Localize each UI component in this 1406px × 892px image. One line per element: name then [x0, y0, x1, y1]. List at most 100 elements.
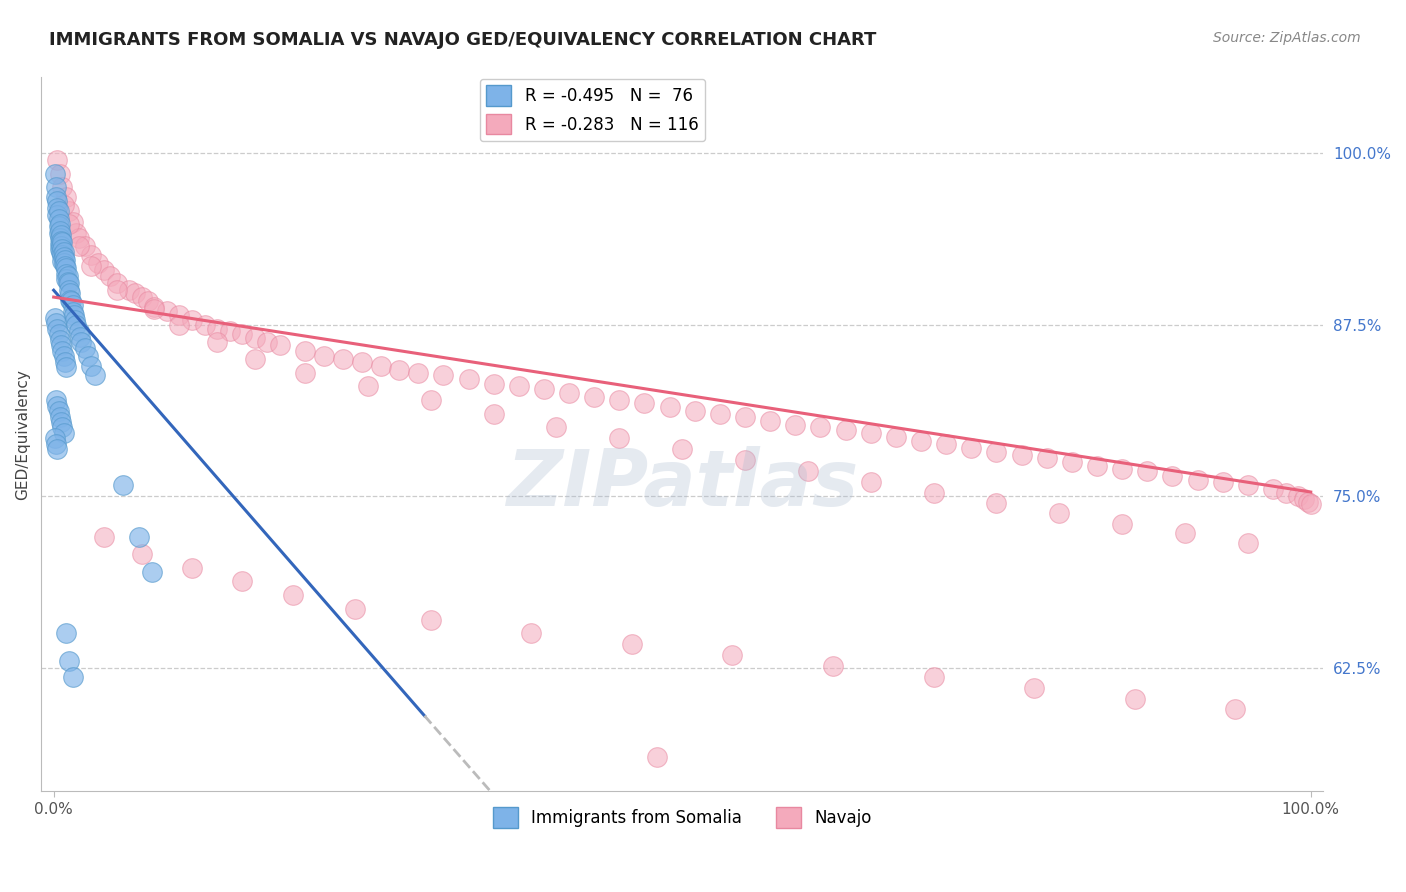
Point: [143, 300, 166, 314]
Point: [520, 626, 543, 640]
Point: [658, 400, 681, 414]
Point: [312, 349, 335, 363]
Point: [51, 254, 73, 268]
Point: [58, 654, 80, 668]
Point: [859, 475, 882, 490]
Point: [67, 231, 90, 245]
Point: [51, 234, 73, 248]
Point: [256, 335, 278, 350]
Point: [48, 219, 70, 233]
Point: [834, 423, 856, 437]
Point: [53, 354, 76, 368]
Legend: Immigrants from Somalia, Navajo: Immigrants from Somalia, Navajo: [486, 801, 877, 834]
Point: [51, 242, 73, 256]
Point: [810, 420, 832, 434]
Point: [205, 335, 228, 350]
Point: [821, 659, 844, 673]
Point: [45, 180, 67, 194]
Point: [859, 425, 882, 440]
Point: [269, 338, 291, 352]
Point: [105, 283, 128, 297]
Point: [508, 379, 530, 393]
Point: [294, 366, 316, 380]
Point: [51, 239, 73, 253]
Point: [1225, 702, 1247, 716]
Point: [62, 670, 84, 684]
Point: [52, 256, 75, 270]
Point: [56, 275, 79, 289]
Point: [169, 308, 191, 322]
Text: ZIPatlas: ZIPatlas: [506, 446, 858, 523]
Point: [671, 442, 693, 457]
Point: [960, 441, 983, 455]
Point: [48, 211, 70, 226]
Point: [48, 404, 70, 418]
Point: [75, 341, 97, 355]
Point: [294, 343, 316, 358]
Point: [49, 333, 72, 347]
Point: [922, 486, 945, 500]
Point: [46, 321, 69, 335]
Point: [143, 302, 166, 317]
Point: [357, 379, 380, 393]
Point: [98, 269, 121, 284]
Point: [1060, 455, 1083, 469]
Point: [1123, 692, 1146, 706]
Point: [48, 203, 70, 218]
Point: [131, 547, 153, 561]
Point: [46, 153, 69, 167]
Point: [45, 190, 67, 204]
Point: [49, 409, 72, 424]
Point: [181, 560, 204, 574]
Point: [49, 224, 72, 238]
Point: [93, 262, 115, 277]
Point: [1237, 536, 1260, 550]
Point: [46, 399, 69, 413]
Point: [51, 180, 73, 194]
Point: [51, 415, 73, 429]
Point: [49, 167, 72, 181]
Point: [80, 359, 103, 373]
Point: [59, 285, 82, 300]
Point: [231, 574, 253, 589]
Point: [734, 453, 756, 467]
Point: [51, 338, 73, 352]
Point: [683, 404, 706, 418]
Point: [457, 372, 479, 386]
Point: [243, 331, 266, 345]
Point: [910, 434, 932, 449]
Point: [156, 303, 179, 318]
Point: [734, 409, 756, 424]
Point: [60, 294, 83, 309]
Point: [1294, 491, 1316, 506]
Point: [1047, 506, 1070, 520]
Point: [51, 228, 73, 243]
Point: [231, 327, 253, 342]
Point: [136, 294, 159, 309]
Point: [131, 290, 153, 304]
Point: [46, 194, 69, 208]
Point: [62, 298, 84, 312]
Point: [58, 277, 80, 291]
Point: [56, 269, 79, 284]
Point: [65, 318, 87, 332]
Point: [45, 392, 67, 407]
Point: [63, 313, 86, 327]
Point: [633, 396, 655, 410]
Point: [67, 325, 90, 339]
Point: [86, 256, 108, 270]
Point: [759, 414, 782, 428]
Point: [1161, 468, 1184, 483]
Point: [1111, 461, 1133, 475]
Point: [76, 349, 98, 363]
Point: [281, 588, 304, 602]
Point: [193, 318, 215, 332]
Point: [58, 203, 80, 218]
Point: [49, 231, 72, 245]
Point: [406, 366, 429, 380]
Point: [52, 244, 75, 259]
Point: [1299, 497, 1322, 511]
Point: [111, 478, 134, 492]
Point: [59, 293, 82, 307]
Point: [419, 613, 441, 627]
